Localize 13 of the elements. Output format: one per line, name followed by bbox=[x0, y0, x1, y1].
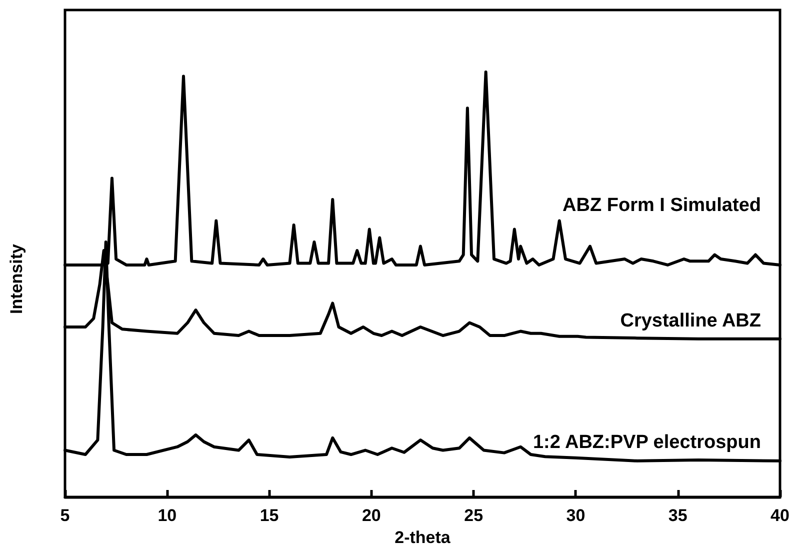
series-label: Crystalline ABZ bbox=[620, 310, 762, 332]
x-tick-label: 40 bbox=[770, 506, 790, 525]
x-tick-label: 25 bbox=[464, 506, 484, 525]
x-axis-title: 2-theta bbox=[394, 528, 451, 547]
x-tick-label: 30 bbox=[566, 506, 586, 525]
series-label: 1:2 ABZ:PVP electrospun bbox=[532, 432, 761, 453]
x-tick-label: 35 bbox=[668, 506, 688, 525]
series-label: ABZ Form I Simulated bbox=[562, 194, 761, 216]
x-tick-label: 15 bbox=[260, 506, 279, 525]
x-tick-label: 20 bbox=[362, 506, 381, 525]
y-axis-title: Intensity bbox=[7, 244, 26, 314]
x-tick-label: 10 bbox=[158, 506, 177, 525]
x-tick-label: 5 bbox=[60, 506, 70, 525]
